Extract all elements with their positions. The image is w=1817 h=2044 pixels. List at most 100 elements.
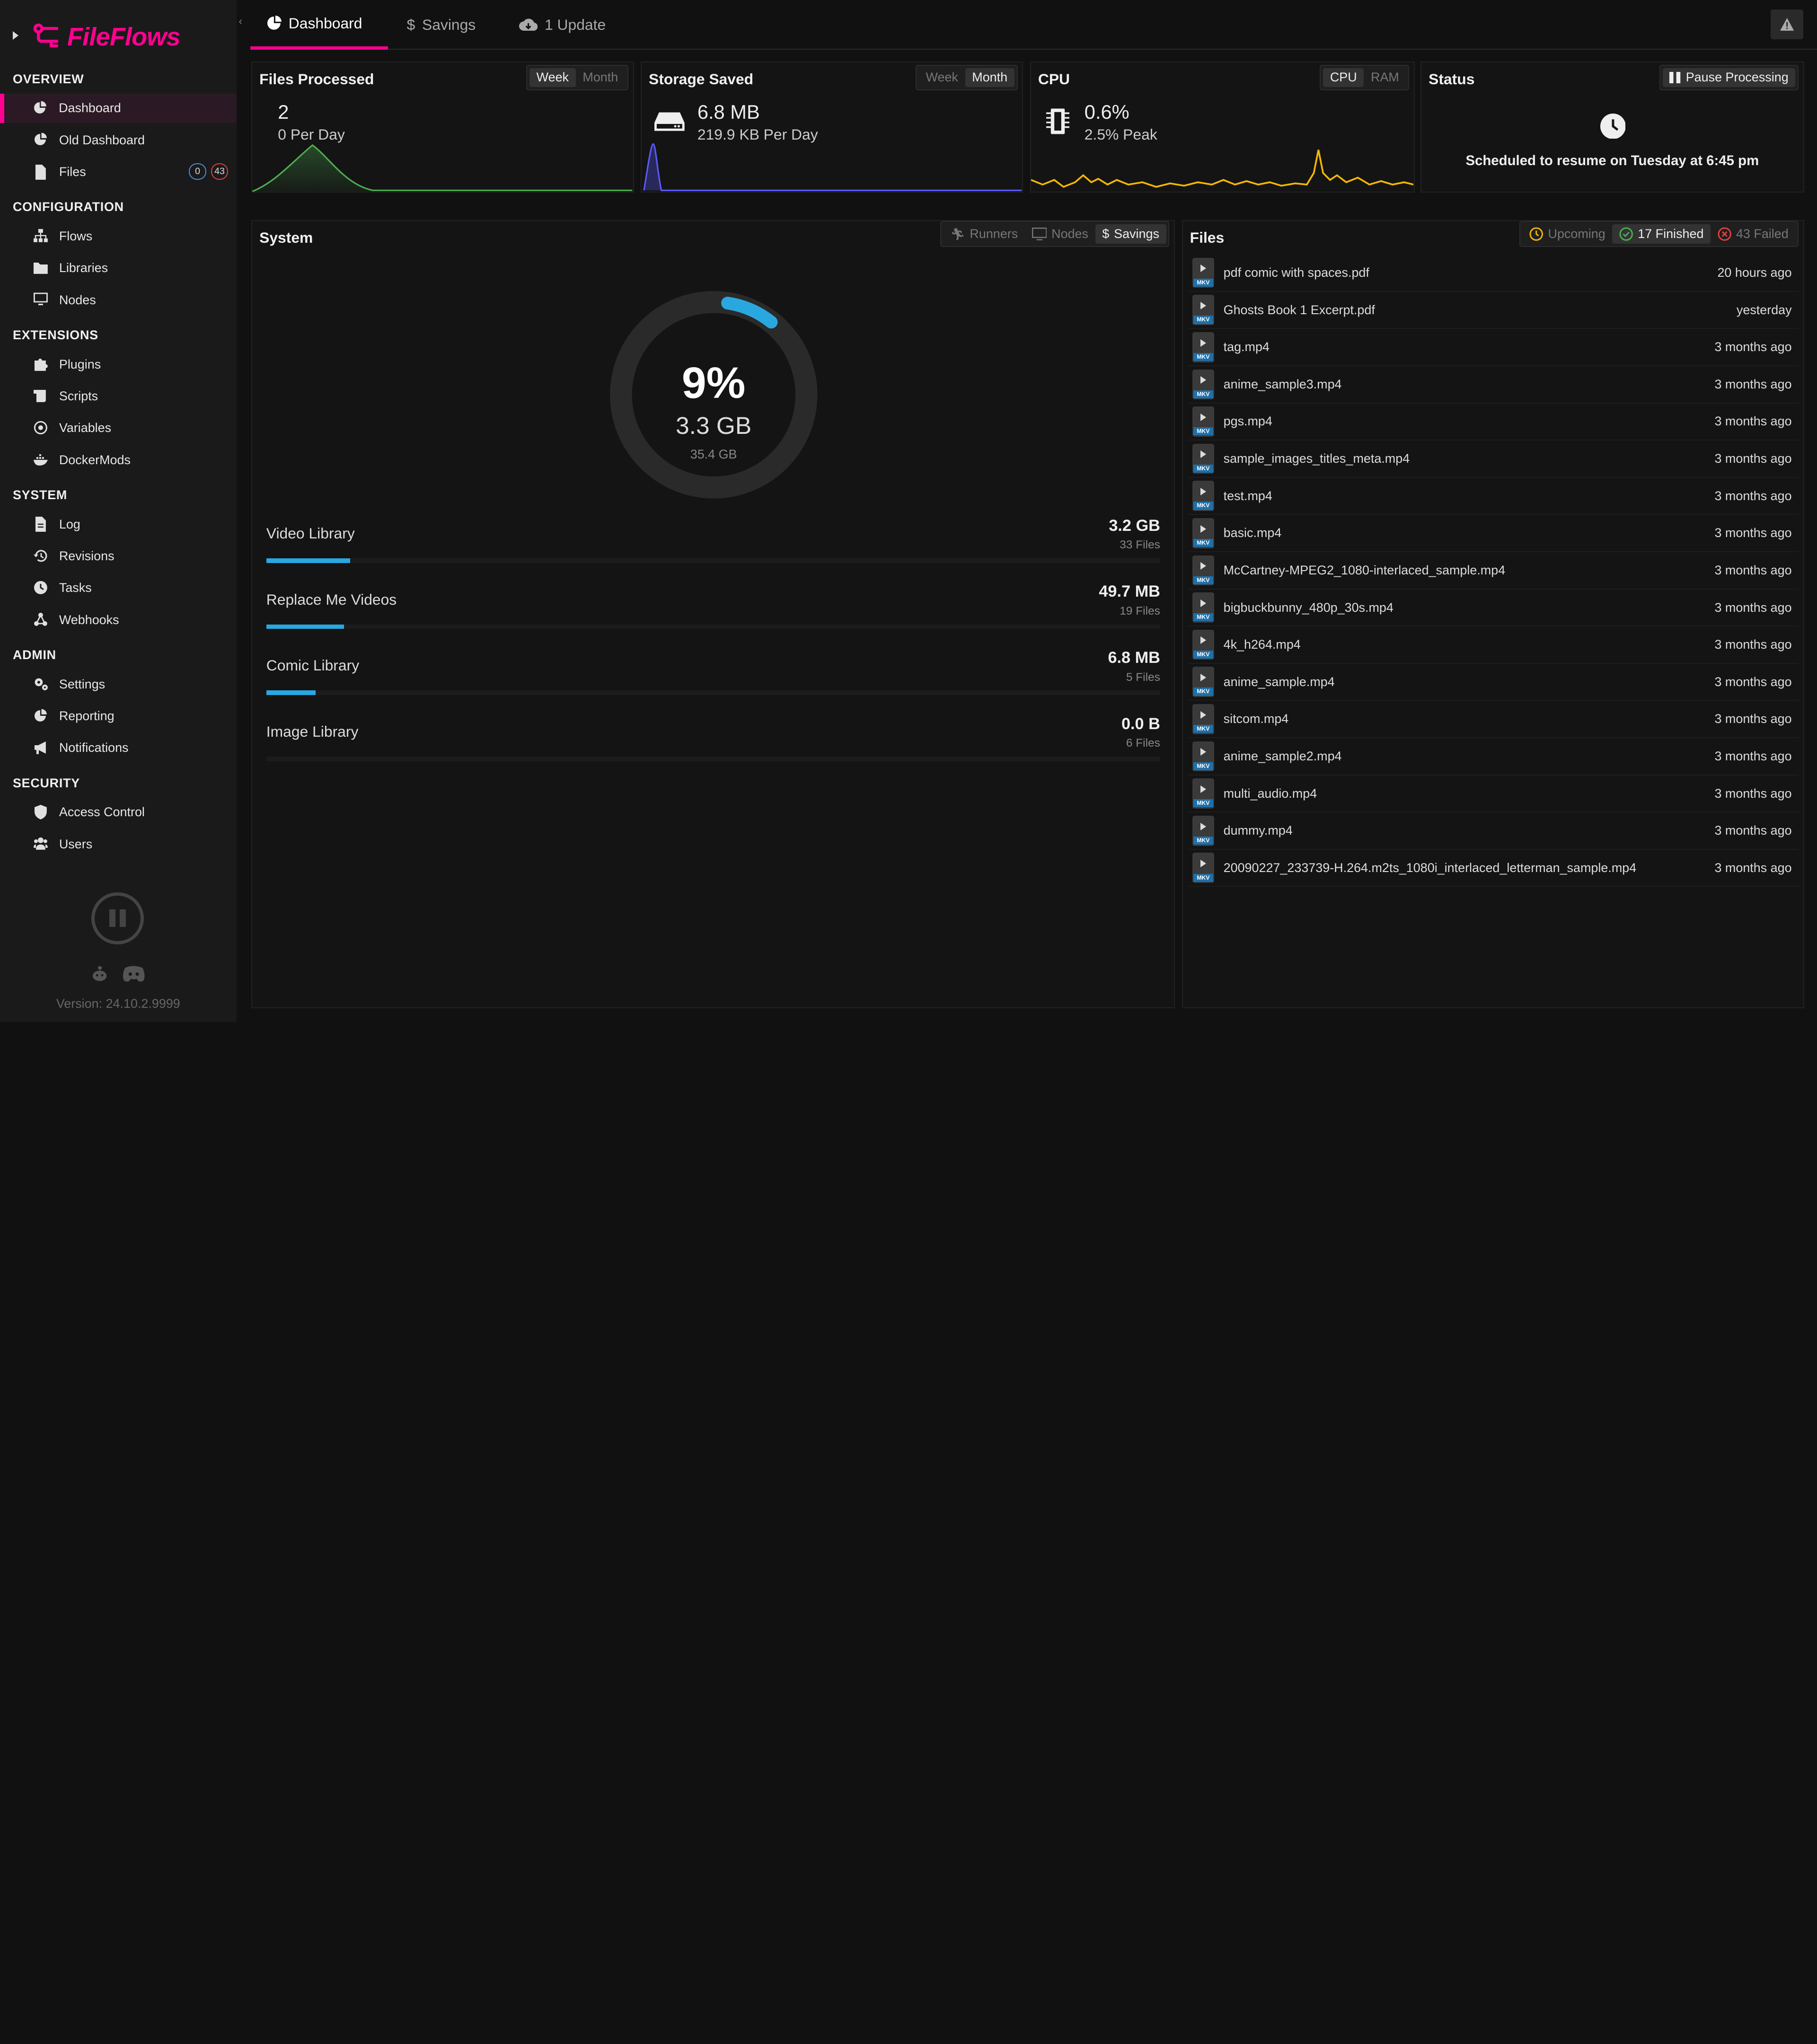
caret-right-icon[interactable] <box>12 31 18 40</box>
failed-filter[interactable]: 43 Failed <box>1711 224 1795 244</box>
sidebar-item-revisions[interactable]: Revisions <box>0 542 237 571</box>
sidebar-item-tasks[interactable]: Tasks <box>0 573 237 602</box>
file-name: anime_sample2.mp4 <box>1223 749 1342 763</box>
file-row[interactable]: MKV sample_images_titles_meta.mp4 3 mont… <box>1187 441 1799 478</box>
tab-dashboard[interactable]: Dashboard <box>250 0 388 50</box>
at-icon <box>31 420 50 436</box>
pause-circle-icon[interactable] <box>91 892 144 944</box>
file-row[interactable]: MKV sitcom.mp4 3 months ago <box>1187 701 1799 739</box>
file-row[interactable]: MKV multi_audio.mp4 3 months ago <box>1187 775 1799 813</box>
files-card: Files Upcoming 17 Finished 43 Failed MKV… <box>1182 220 1805 1008</box>
sidebar-item-settings[interactable]: Settings <box>0 670 237 699</box>
sidebar-item-users[interactable]: Users <box>0 829 237 858</box>
pause-processing-label[interactable]: Pause Processing <box>1662 68 1796 88</box>
sidebar-item-variables[interactable]: Variables <box>0 414 237 442</box>
sidebar-item-files[interactable]: Files 0 43 <box>0 158 237 186</box>
mkv-badge: MKV <box>1193 762 1213 770</box>
file-row[interactable]: MKV anime_sample.mp4 3 months ago <box>1187 664 1799 701</box>
logo[interactable]: FileFlows <box>33 22 181 52</box>
mkv-badge: MKV <box>1193 427 1213 436</box>
files-filter-toggle: Upcoming 17 Finished 43 Failed <box>1519 221 1799 247</box>
file-name: bigbuckbunny_480p_30s.mp4 <box>1223 600 1394 615</box>
collapse-sidebar-icon[interactable]: ‹ <box>238 15 242 27</box>
file-row[interactable]: MKV anime_sample3.mp4 3 months ago <box>1187 366 1799 404</box>
sidebar-item-nodes[interactable]: Nodes <box>0 286 237 315</box>
mkv-badge: MKV <box>1193 576 1213 584</box>
month-button[interactable]: Month <box>582 70 618 85</box>
file-name: pdf comic with spaces.pdf <box>1223 265 1369 280</box>
reddit-icon[interactable] <box>90 964 109 983</box>
sidebar-item-label: Old Dashboard <box>59 132 145 147</box>
sidebar-item-flows[interactable]: Flows <box>0 222 237 251</box>
files-count-badge: 0 <box>189 163 206 180</box>
sidebar: FileFlows OVERVIEW Dashboard Old Dashboard… <box>0 0 237 1022</box>
week-button[interactable]: Week <box>926 70 958 85</box>
savings-tab[interactable]: $ Savings <box>1095 224 1166 244</box>
finished-filter[interactable]: 17 Finished <box>1612 224 1711 244</box>
file-row[interactable]: MKV dummy.mp4 3 months ago <box>1187 813 1799 850</box>
video-file-icon: MKV <box>1192 853 1215 883</box>
sidebar-item-log[interactable]: Log <box>0 510 237 539</box>
sidebar-item-label: Webhooks <box>59 612 119 627</box>
savings-gauge <box>609 291 818 499</box>
sidebar-item-access-control[interactable]: Access Control <box>0 798 237 827</box>
file-row[interactable]: MKV pgs.mp4 3 months ago <box>1187 404 1799 441</box>
file-name: dummy.mp4 <box>1223 823 1293 838</box>
file-lines-icon <box>31 516 50 532</box>
sidebar-item-label: Settings <box>59 677 106 691</box>
alert-button[interactable] <box>1771 9 1803 40</box>
system-card: System 🏃︎ Runners Nodes $ Savings 9% 3.3… <box>251 220 1175 1008</box>
file-time: 3 months ago <box>1714 414 1792 429</box>
file-row[interactable]: MKV 20090227_233739-H.264.m2ts_1080i_int… <box>1187 850 1799 887</box>
pause-processing-text: Pause Processing <box>1685 70 1789 85</box>
cpu-button[interactable]: CPU <box>1323 68 1364 88</box>
ram-button[interactable]: RAM <box>1371 70 1399 85</box>
sidebar-item-label: Log <box>59 517 80 531</box>
video-file-icon: MKV <box>1192 778 1215 809</box>
check-circle-icon <box>1619 227 1633 241</box>
file-row[interactable]: MKV anime_sample2.mp4 3 months ago <box>1187 738 1799 775</box>
sidebar-item-dashboard[interactable]: Dashboard <box>0 94 237 123</box>
file-row[interactable]: MKV test.mp4 3 months ago <box>1187 478 1799 515</box>
sidebar-item-scripts[interactable]: Scripts <box>0 382 237 411</box>
files-processed-sparkline <box>252 144 633 192</box>
file-row[interactable]: MKV Ghosts Book 1 Excerpt.pdf yesterday <box>1187 292 1799 329</box>
mkv-badge: MKV <box>1193 352 1213 361</box>
runners-tab[interactable]: 🏃︎ Runners <box>944 224 1025 244</box>
tab-update[interactable]: 1 Update <box>519 0 606 50</box>
file-row[interactable]: MKV McCartney-MPEG2_1080-interlaced_samp… <box>1187 552 1799 590</box>
nodes-tab[interactable]: Nodes <box>1025 224 1095 244</box>
sidebar-item-reporting[interactable]: Reporting <box>0 702 237 731</box>
sidebar-item-webhooks[interactable]: Webhooks <box>0 606 237 634</box>
sidebar-item-libraries[interactable]: Libraries <box>0 254 237 282</box>
pause-processing-button[interactable]: Pause Processing <box>1659 64 1799 91</box>
file-row[interactable]: MKV tag.mp4 3 months ago <box>1187 329 1799 366</box>
library-file-count: 19 Files <box>1120 604 1160 617</box>
file-time: 3 months ago <box>1714 451 1792 466</box>
library-name: Comic Library <box>266 657 360 674</box>
file-row[interactable]: MKV pdf comic with spaces.pdf 20 hours a… <box>1187 255 1799 292</box>
tab-savings[interactable]: $ Savings <box>407 0 476 50</box>
sidebar-item-dockermods[interactable]: DockerMods <box>0 446 237 475</box>
app-name: FileFlows <box>67 22 181 51</box>
cloud-download-icon <box>519 18 538 31</box>
sidebar-item-label: Libraries <box>59 261 108 275</box>
gears-icon <box>31 676 50 692</box>
card-title: Files <box>1190 229 1225 247</box>
desktop-icon <box>31 292 50 308</box>
upcoming-filter[interactable]: Upcoming <box>1523 224 1613 244</box>
tab-label: Dashboard <box>288 14 362 32</box>
file-row[interactable]: MKV basic.mp4 3 months ago <box>1187 515 1799 552</box>
sidebar-item-old-dashboard[interactable]: Old Dashboard <box>0 126 237 155</box>
sidebar-item-plugins[interactable]: Plugins <box>0 350 237 379</box>
file-name: pgs.mp4 <box>1223 414 1272 429</box>
file-row[interactable]: MKV 4k_h264.mp4 3 months ago <box>1187 626 1799 664</box>
mkv-badge: MKV <box>1193 613 1213 622</box>
sidebar-item-notifications[interactable]: Notifications <box>0 733 237 762</box>
discord-icon[interactable] <box>122 964 146 983</box>
storage-saved-card: Storage Saved Week Month 6.8 MB 219.9 KB… <box>641 61 1023 193</box>
month-button[interactable]: Month <box>965 68 1014 88</box>
week-button[interactable]: Week <box>529 68 576 88</box>
file-time: 3 months ago <box>1714 749 1792 763</box>
file-row[interactable]: MKV bigbuckbunny_480p_30s.mp4 3 months a… <box>1187 590 1799 627</box>
